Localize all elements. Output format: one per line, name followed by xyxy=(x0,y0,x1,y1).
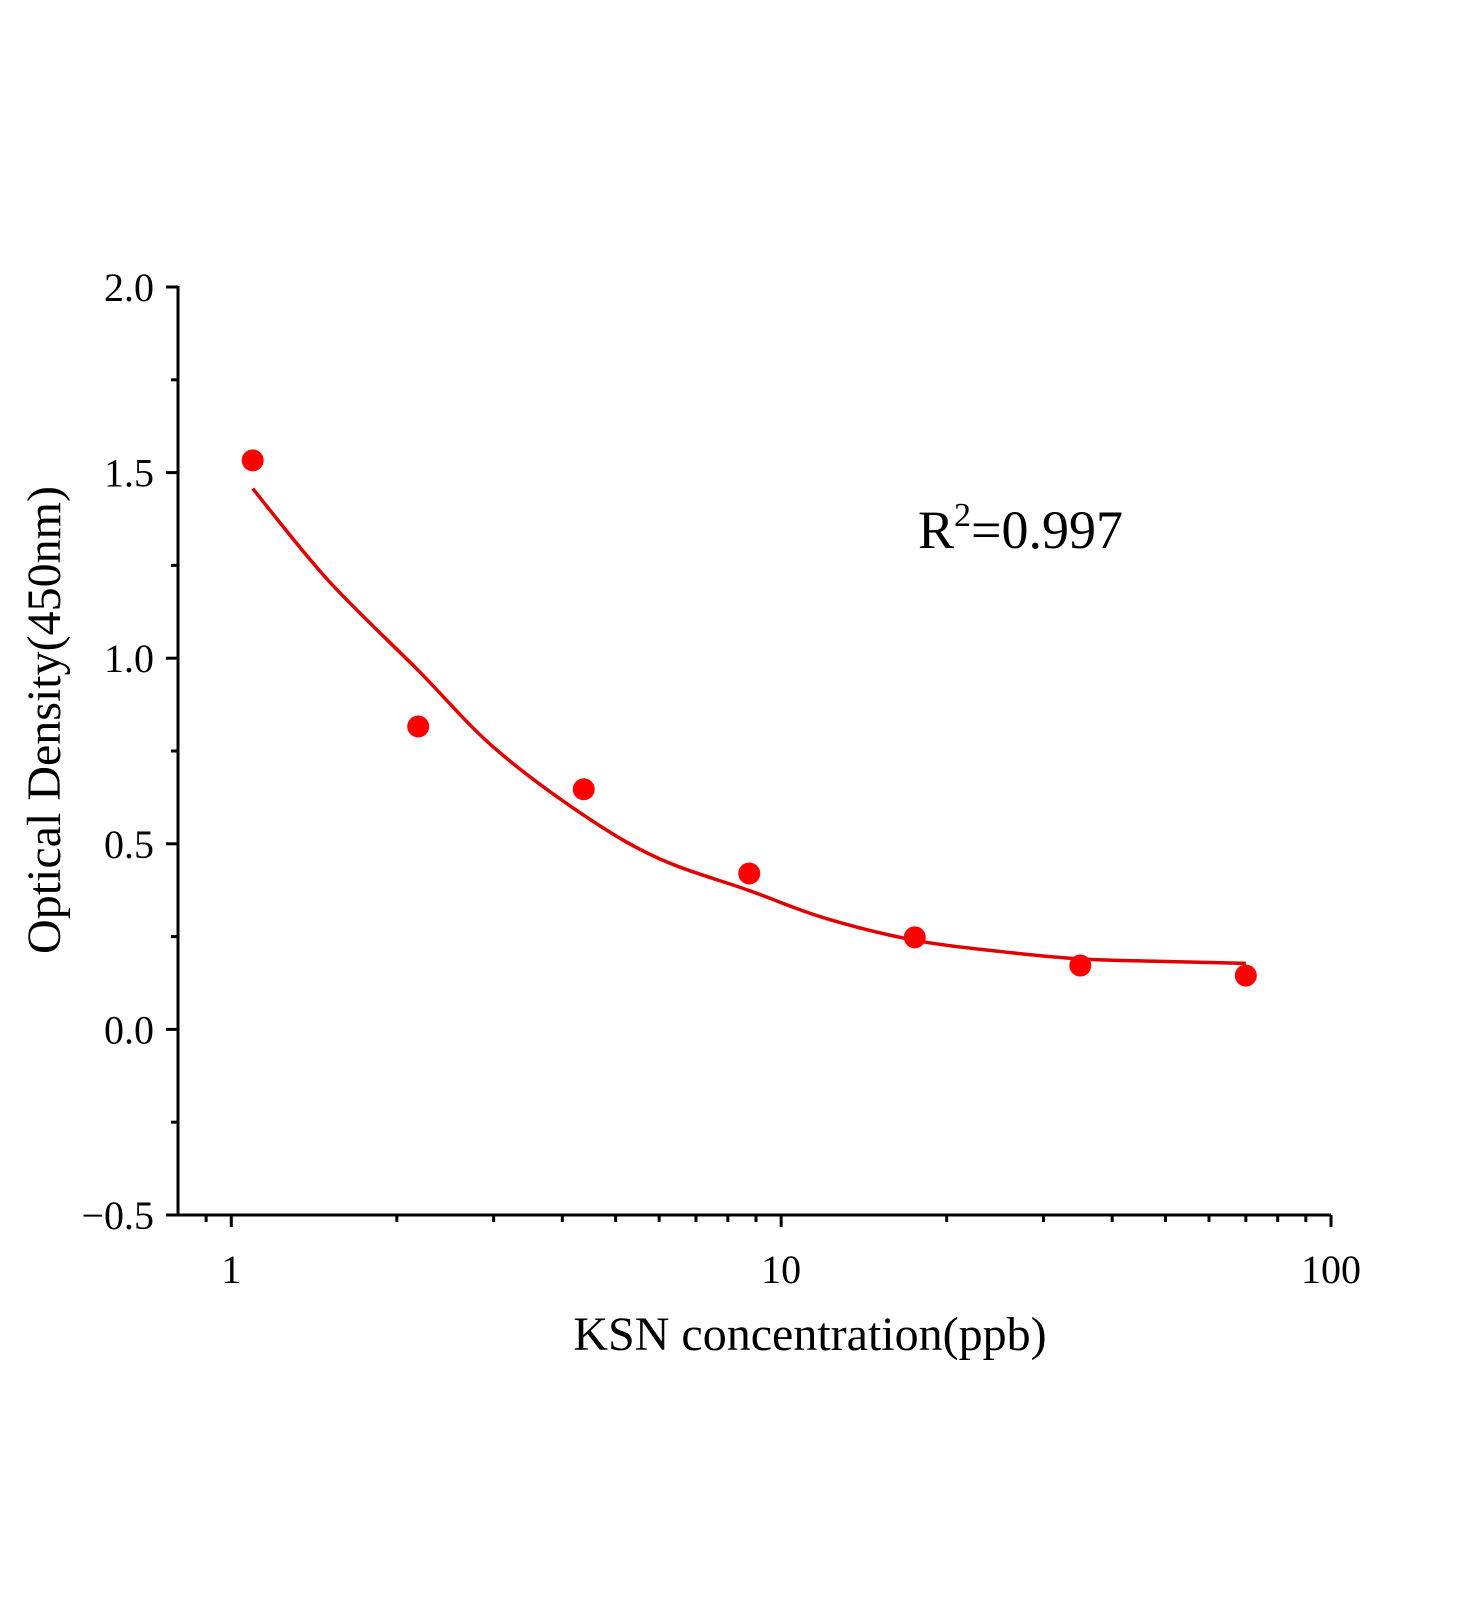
y-tick-label: 2.0 xyxy=(104,265,154,310)
data-point xyxy=(1069,954,1092,977)
y-tick-label: 0.5 xyxy=(104,822,154,867)
x-tick-label: 100 xyxy=(1301,1247,1361,1292)
ticks: −0.5 0.0 0.5 1.0 1.5 2.0 1 10 100 xyxy=(81,265,1361,1292)
y-axis-label: Optical Density(450nm) xyxy=(18,486,71,954)
data-point xyxy=(407,715,430,738)
data-point xyxy=(903,926,926,949)
y-tick-label: 1.0 xyxy=(104,636,154,681)
y-tick-label: 0.0 xyxy=(104,1007,154,1052)
y-tick-label: 1.5 xyxy=(104,451,154,496)
data-point xyxy=(572,778,595,801)
x-tick-label: 10 xyxy=(761,1247,801,1292)
data-point xyxy=(1234,964,1257,987)
r-squared-annotation: R2=0.997 xyxy=(918,497,1123,560)
y-tick-label: −0.5 xyxy=(81,1193,154,1238)
axes xyxy=(176,286,1331,1217)
x-axis-label: KSN concentration(ppb) xyxy=(573,1308,1046,1361)
data-point xyxy=(241,449,264,472)
data-points xyxy=(241,449,1257,987)
x-tick-label: 1 xyxy=(221,1247,241,1292)
data-point xyxy=(738,862,761,885)
